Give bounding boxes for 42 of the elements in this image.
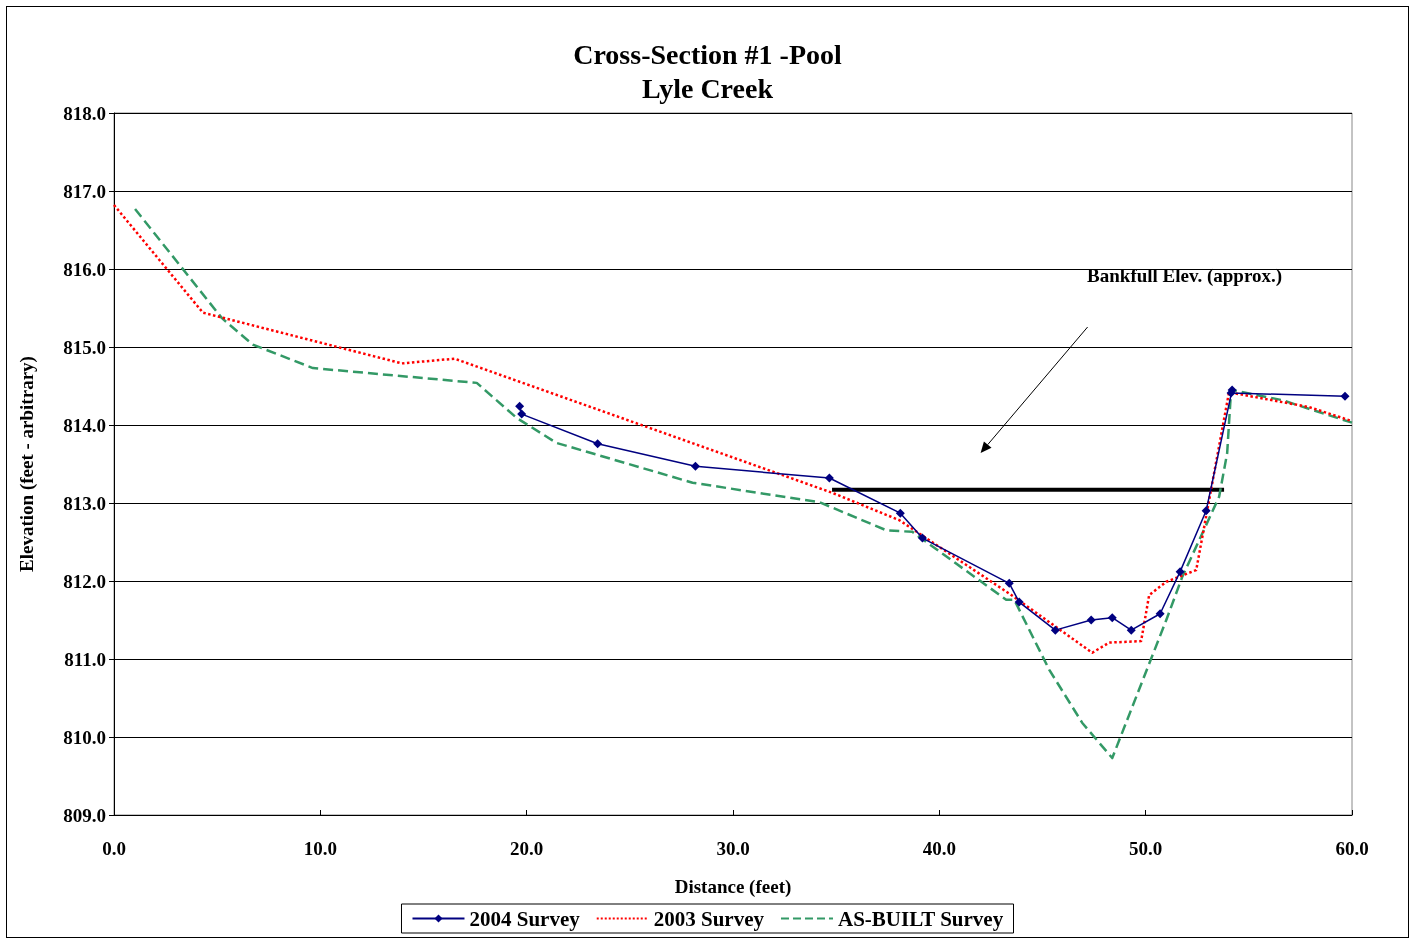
point (1004, 578, 1014, 588)
x-tick-label: 50.0 (1129, 838, 1163, 859)
y-tick-label: 809.0 (63, 804, 106, 826)
line-series (133, 207, 1354, 760)
legend-label: 2003 Survey (653, 906, 765, 931)
y-tick-label: 811.0 (64, 648, 106, 670)
point (1201, 506, 1211, 516)
point (1086, 615, 1096, 625)
y-tick-label: 813.0 (63, 492, 106, 514)
legend-label: 2004 Survey (469, 906, 581, 931)
point (1107, 613, 1117, 623)
y-axis-title: Elevation (feet - arbitrary) (16, 356, 38, 572)
legend-label: AS-BUILT Survey (837, 906, 1004, 931)
point (517, 409, 527, 419)
x-tick-label: 0.0 (102, 838, 126, 859)
point (1014, 597, 1024, 607)
point (1155, 609, 1165, 619)
point (515, 401, 525, 411)
point (1126, 625, 1136, 635)
x-tick-label: 10.0 (303, 838, 337, 859)
y-tick-label: 812.0 (63, 570, 106, 592)
point (690, 461, 700, 471)
point (824, 473, 834, 483)
chart-subtitle: Lyle Creek (642, 72, 774, 104)
x-tick-label: 30.0 (716, 838, 750, 859)
x-tick-label: 60.0 (1335, 838, 1369, 859)
point (917, 533, 927, 543)
point (1175, 567, 1185, 577)
point (1340, 391, 1350, 401)
y-tick-label: 816.0 (63, 258, 106, 280)
y-tick-label: 818.0 (63, 102, 106, 124)
y-tick-label: 815.0 (63, 336, 106, 358)
y-tick-label: 814.0 (63, 414, 106, 436)
chart-title: Cross-Section #1 -Pool (573, 38, 842, 70)
x-tick-label: 20.0 (510, 838, 544, 859)
y-tick-label: 817.0 (63, 180, 106, 202)
x-axis-title: Distance (feet) (674, 876, 792, 898)
point (895, 508, 905, 518)
x-tick-label: 40.0 (922, 838, 956, 859)
y-tick-label: 810.0 (63, 726, 106, 748)
point (1050, 625, 1060, 635)
point (593, 439, 603, 449)
